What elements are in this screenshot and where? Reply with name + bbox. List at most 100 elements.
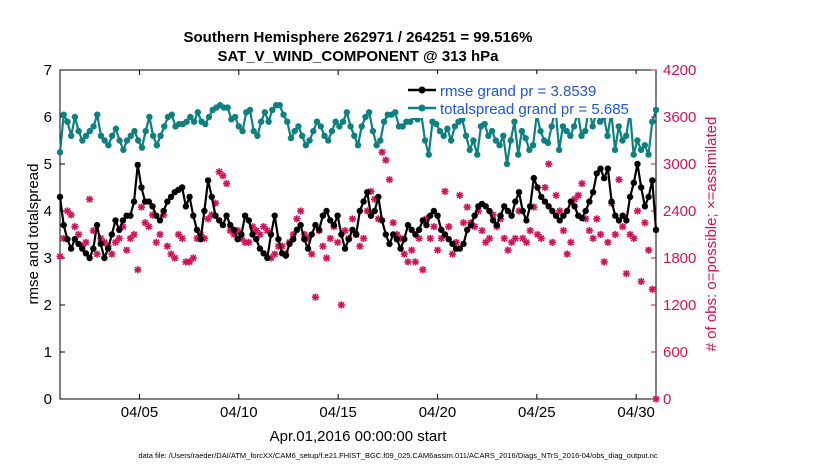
- obs-assimilated-point: [478, 226, 486, 235]
- obs-assimilated-point: [622, 270, 630, 278]
- rmse-point: [408, 226, 415, 233]
- obs-assimilated-point: [115, 234, 123, 243]
- obs-marker-stroke: [434, 246, 441, 254]
- obs-assimilated-point: [522, 238, 531, 246]
- rmse-point: [264, 254, 271, 262]
- spread-point: [637, 146, 645, 154]
- spread-point: [351, 132, 358, 139]
- rmse-point: [201, 207, 208, 215]
- rmse-point: [241, 212, 249, 219]
- spread-point: [325, 137, 332, 144]
- obs-assimilated-point: [433, 246, 442, 254]
- x-tick-label: 04/25: [518, 404, 556, 421]
- obs-assimilated-point: [245, 238, 253, 246]
- rmse-point: [167, 193, 175, 201]
- obs-marker-stroke: [130, 231, 138, 238]
- spread-point: [56, 149, 64, 156]
- obs-marker-stroke: [567, 239, 575, 246]
- obs-assimilated-point: [297, 207, 305, 215]
- obs-marker-stroke: [630, 235, 638, 242]
- spread-point: [425, 151, 432, 158]
- spread-point: [187, 113, 194, 121]
- rmse-point: [486, 207, 493, 215]
- obs-assimilated-point: [82, 238, 90, 246]
- legend-marker-rmse: [418, 86, 426, 94]
- spread-point: [284, 118, 291, 125]
- obs-marker-stroke: [141, 219, 149, 227]
- obs-assimilated-point: [67, 211, 75, 219]
- obs-assimilated-point: [322, 254, 331, 262]
- spread-point: [589, 123, 596, 130]
- spread-point: [306, 137, 313, 144]
- rmse-point: [426, 212, 434, 219]
- spread-point: [64, 118, 71, 125]
- spread-point: [555, 146, 563, 154]
- y-left-tick-label: 6: [44, 109, 52, 126]
- obs-marker-stroke: [582, 215, 589, 223]
- obs-assimilated-point: [378, 148, 386, 156]
- spread-point: [71, 113, 79, 121]
- obs-marker-stroke: [308, 250, 315, 258]
- obs-marker-stroke: [552, 192, 560, 199]
- rmse-point: [79, 245, 86, 252]
- obs-assimilated-point: [348, 215, 357, 223]
- rmse-point: [238, 231, 245, 238]
- rmse-point: [349, 226, 356, 233]
- rmse-point: [634, 160, 641, 168]
- rmse-point: [404, 221, 412, 229]
- obs-marker-stroke: [208, 211, 216, 219]
- obs-marker-stroke: [293, 215, 301, 223]
- obs-marker-stroke: [360, 235, 367, 242]
- rmse-point: [512, 198, 519, 205]
- spread-point: [231, 113, 239, 121]
- x-tick-label: 04/20: [419, 404, 457, 421]
- obs-assimilated-point: [541, 183, 549, 192]
- y-right-tick-label: 0: [663, 391, 671, 408]
- rmse-point: [193, 226, 201, 233]
- obs-marker-stroke: [190, 254, 197, 262]
- spread-point: [194, 109, 202, 116]
- rmse-point: [556, 217, 563, 224]
- obs-marker-stroke: [523, 239, 530, 246]
- spread-point: [529, 142, 537, 149]
- spread-point: [94, 111, 101, 118]
- spread-point: [153, 142, 161, 149]
- rmse-point: [356, 207, 364, 215]
- rmse-point: [541, 198, 549, 205]
- obs-assimilated-point: [71, 223, 79, 231]
- spread-point: [90, 123, 97, 130]
- rmse-point: [186, 193, 193, 201]
- spread-point: [596, 118, 604, 125]
- obs-marker-stroke: [456, 192, 464, 199]
- x-tick-label: 04/15: [319, 404, 357, 421]
- spread-point: [101, 137, 108, 144]
- rmse-point: [67, 245, 75, 252]
- obs-assimilated-point: [526, 226, 534, 235]
- obs-assimilated-point: [596, 230, 605, 239]
- rmse-point: [101, 254, 108, 262]
- obs-marker-stroke: [60, 235, 67, 242]
- y-axis-left-label: rmse and totalspread: [25, 164, 42, 305]
- rmse-point: [260, 250, 267, 257]
- rmse-point: [204, 177, 212, 184]
- y-left-tick-label: 7: [44, 62, 52, 79]
- obs-assimilated-point: [537, 234, 545, 243]
- rmse-point: [160, 207, 167, 215]
- spread-point: [399, 123, 406, 130]
- obs-assimilated-point: [293, 215, 301, 223]
- obs-assimilated-point: [178, 234, 186, 243]
- spread-point: [183, 118, 190, 125]
- obs-assimilated-point: [456, 191, 464, 199]
- obs-assimilated-point: [411, 258, 419, 266]
- spread-point: [492, 137, 500, 144]
- spread-point: [295, 123, 302, 130]
- obs-marker-stroke: [500, 235, 508, 242]
- obs-marker-stroke: [641, 219, 649, 227]
- rmse-point: [345, 236, 352, 243]
- obs-assimilated-point: [552, 191, 560, 199]
- rmse-point: [600, 174, 608, 182]
- obs-marker-stroke: [156, 231, 164, 238]
- spread-point: [298, 132, 306, 139]
- rmse-point: [415, 226, 423, 233]
- obs-assimilated-point: [334, 238, 342, 246]
